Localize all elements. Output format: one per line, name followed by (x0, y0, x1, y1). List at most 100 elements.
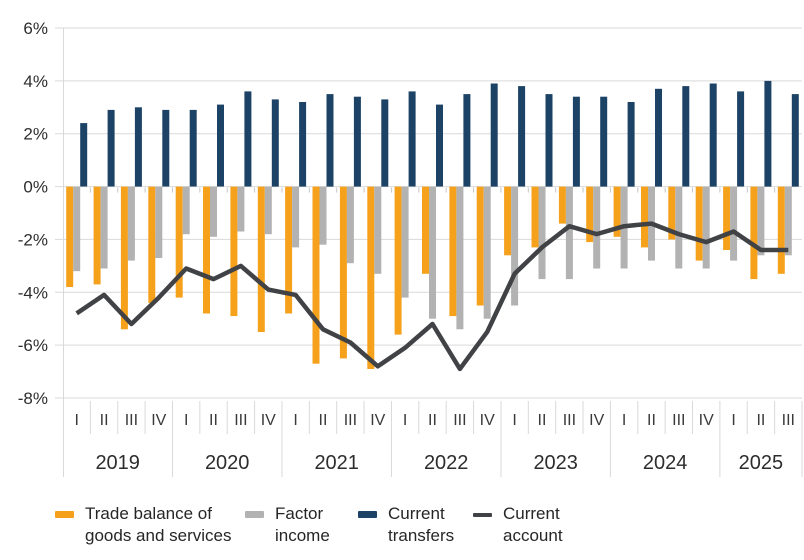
bar (381, 99, 389, 187)
bar (723, 186, 731, 250)
bar (613, 186, 621, 237)
bar (695, 186, 703, 261)
bar (189, 109, 197, 187)
quarter-label: III (453, 412, 466, 429)
legend-label-current-transfers: Current transfers (388, 504, 455, 545)
bar (346, 186, 354, 264)
bar (600, 96, 608, 187)
bar (456, 186, 464, 330)
y-tick-label: -6% (18, 336, 48, 355)
quarter-label: IV (480, 412, 495, 429)
bar (319, 186, 327, 245)
bar (490, 83, 498, 187)
current-account-line (75, 221, 789, 372)
y-tick-label: -8% (18, 389, 48, 408)
bar (394, 186, 402, 335)
quarter-label: I (403, 412, 407, 429)
bar (764, 80, 772, 187)
legend-item-current-account: Current account (473, 503, 563, 547)
bar (709, 83, 717, 187)
factor-income-swatch-icon (245, 511, 264, 518)
chart-legend: Trade balance of goods and services Fact… (0, 498, 804, 560)
year-label: 2020 (205, 452, 250, 474)
bar (155, 186, 163, 258)
bar (531, 186, 539, 248)
quarter-label: I (731, 412, 735, 429)
bar (374, 186, 382, 274)
bar (655, 88, 662, 187)
bar (784, 186, 792, 256)
bar-series-0 (66, 186, 785, 369)
bar (627, 102, 635, 187)
bar (285, 186, 293, 314)
bar (702, 186, 710, 269)
bar (572, 96, 580, 187)
bar-series-2 (80, 80, 799, 187)
quarter-label: IV (151, 412, 166, 429)
bar (449, 186, 457, 317)
legend-label-trade-balance: Trade balance of goods and services (85, 504, 232, 545)
bar (504, 186, 512, 256)
quarter-label: I (622, 412, 626, 429)
quarter-label: III (563, 412, 576, 429)
bar (682, 86, 690, 187)
quarter-label: I (184, 412, 188, 429)
bar (511, 186, 519, 306)
year-label: 2024 (643, 452, 688, 474)
bar (182, 186, 190, 235)
quarter-label: II (756, 412, 765, 429)
bar (565, 186, 573, 280)
bar (326, 94, 334, 187)
quarter-label: I (74, 412, 78, 429)
legend-label-factor-income: Factor income (275, 504, 330, 545)
bar (66, 186, 74, 287)
bar (80, 123, 88, 187)
year-label: 2019 (95, 452, 140, 474)
bar (257, 186, 265, 332)
bar (134, 107, 142, 187)
bar (175, 186, 183, 298)
quarter-label: IV (699, 412, 714, 429)
bar (422, 186, 429, 274)
year-label: 2025 (739, 452, 784, 474)
bar (237, 186, 245, 232)
bar (757, 186, 765, 256)
bar (93, 186, 101, 285)
bar (593, 186, 601, 269)
quarter-label: II (428, 412, 437, 429)
bar (538, 186, 546, 280)
bar (558, 186, 566, 224)
quarter-label: II (647, 412, 656, 429)
chart-plot-area: 6%4%2%0%-2%-4%-6%-8%I II III IV I II III IV I II I… (18, 19, 803, 477)
quarter-label: III (344, 412, 357, 429)
quarter-label: III (125, 412, 138, 429)
bar (476, 186, 484, 306)
bar (483, 186, 491, 319)
bar (244, 91, 252, 187)
quarter-label: I (293, 412, 297, 429)
bar (210, 186, 217, 237)
bar (518, 86, 526, 187)
y-tick-label: -2% (18, 230, 48, 249)
y-tick-label: 2% (23, 125, 48, 144)
quarter-label: II (209, 412, 218, 429)
bar (777, 186, 785, 274)
bar (339, 186, 347, 359)
bar (545, 94, 553, 187)
trade-balance-swatch-icon (55, 511, 74, 518)
bar (429, 186, 436, 319)
bar (586, 186, 594, 243)
bar (675, 186, 683, 269)
current-transfers-swatch-icon (358, 511, 377, 518)
bar (203, 186, 210, 314)
bar (436, 104, 443, 187)
bar (401, 186, 409, 298)
bar (217, 104, 224, 187)
y-axis-tick-labels: 6% 4% 2% 0% -2% -4% -6% -8% (18, 19, 48, 408)
bar (299, 102, 307, 187)
bar (73, 186, 81, 272)
bar (264, 186, 272, 235)
y-tick-label: 4% (23, 72, 48, 91)
bar (312, 186, 320, 364)
